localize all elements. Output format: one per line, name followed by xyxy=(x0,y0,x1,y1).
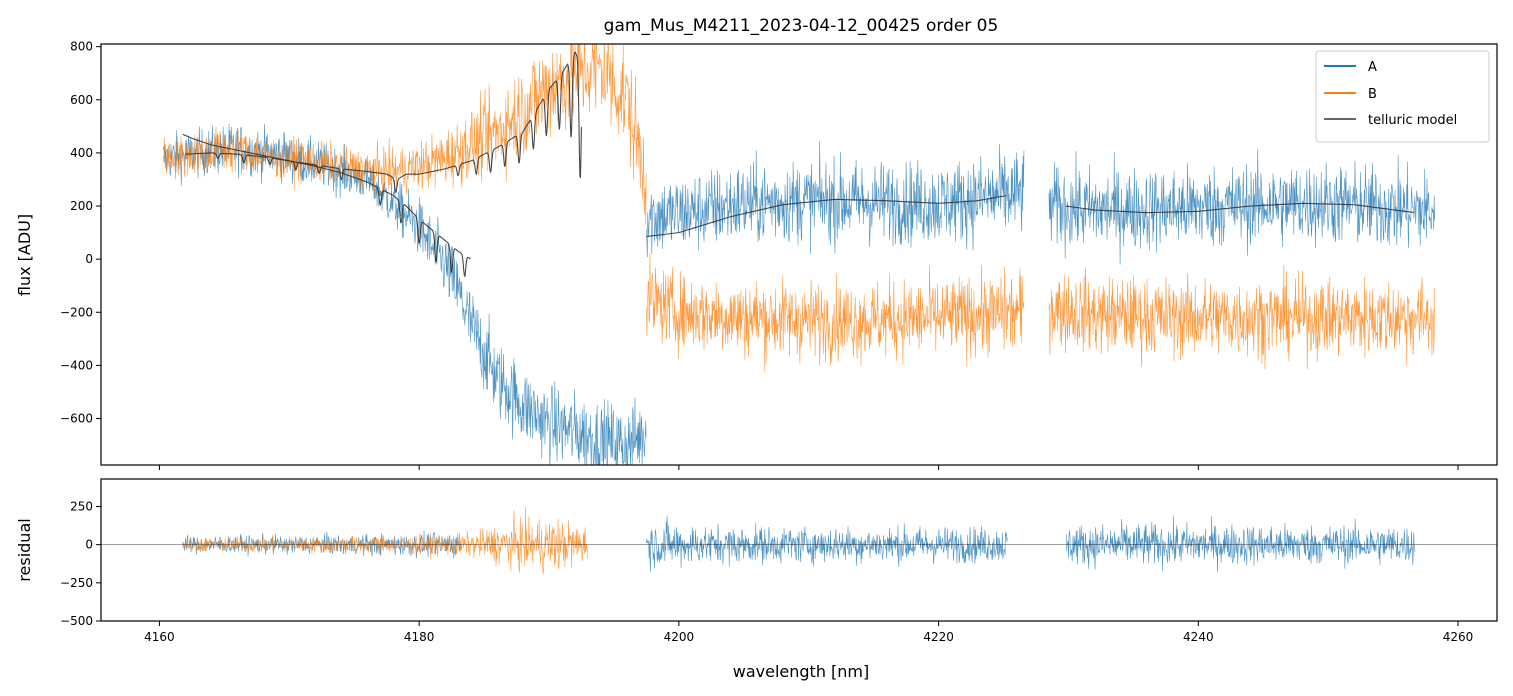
residual-x-tick-label-3: 4220 xyxy=(923,630,954,644)
flux-y-tick-label-2: −200 xyxy=(60,305,93,319)
residual-y-tick-label-1: −250 xyxy=(60,576,93,590)
flux-y-tick-label-5: 400 xyxy=(70,146,93,160)
residual-x-tick-label-2: 4200 xyxy=(664,630,695,644)
flux-series-a-segment-0 xyxy=(163,123,647,465)
legend-box xyxy=(1315,50,1490,143)
legend-entry-a: A xyxy=(1368,60,1377,75)
flux-y-tick-label-1: −400 xyxy=(60,358,93,372)
legend-entry-telluric: telluric model xyxy=(1368,113,1457,128)
residual-series-b-segment-0 xyxy=(182,507,589,575)
legend: A B telluric model xyxy=(1315,50,1490,143)
flux-y-tick-label-3: 0 xyxy=(85,252,93,266)
flux-series-a-segment-1 xyxy=(646,141,1025,258)
flux-y-tick-label-0: −600 xyxy=(60,412,93,426)
residual-y-axis-label: residual xyxy=(15,518,34,581)
residual-x-tick-label-5: 4260 xyxy=(1443,630,1474,644)
flux-y-tick-label-7: 800 xyxy=(70,40,93,54)
residual-x-tick-label-0: 4160 xyxy=(144,630,175,644)
residual-panel: −500 −250 0 250 4160 4180 4200 4220 4240 4260 res… xyxy=(15,478,1498,681)
residual-y-tick-label-2: 0 xyxy=(85,538,93,552)
legend-entry-b: B xyxy=(1368,87,1377,102)
residual-axis-ticks: −500 −250 0 250 4160 4180 4200 4220 4240 4260 xyxy=(60,499,1473,644)
flux-plot-area xyxy=(163,44,1435,465)
flux-axis-ticks: −600 −400 −200 0 200 400 600 800 xyxy=(60,40,1459,470)
flux-y-tick-label-4: 200 xyxy=(70,199,93,213)
flux-series-telluric-model-segment-0 xyxy=(182,133,472,278)
residual-series-a-segment-1 xyxy=(646,515,1008,572)
residual-plot-area xyxy=(101,507,1497,575)
flux-y-tick-label-6: 600 xyxy=(70,93,93,107)
flux-series-telluric-model-segment-2 xyxy=(646,195,1007,238)
residual-axes-frame xyxy=(100,478,1498,622)
residual-y-tick-label-0: −500 xyxy=(60,614,93,628)
flux-series-b-segment-0 xyxy=(163,44,647,225)
flux-series-b-segment-1 xyxy=(646,253,1025,372)
flux-y-axis-label: flux [ADU] xyxy=(15,214,34,296)
chart-title: gam_Mus_M4211_2023-04-12_00425 order 05 xyxy=(604,16,999,36)
flux-series-telluric-model-segment-3 xyxy=(1065,202,1414,214)
flux-series-b-segment-2 xyxy=(1048,264,1435,370)
flux-panel: −600 −400 −200 0 200 400 600 800 flux [ADU] A B… xyxy=(15,40,1498,470)
flux-series-a-segment-2 xyxy=(1048,149,1435,265)
residual-x-tick-label-1: 4180 xyxy=(404,630,435,644)
flux-series-telluric-model-segment-1 xyxy=(185,51,582,194)
residual-x-tick-label-4: 4240 xyxy=(1183,630,1214,644)
residual-y-tick-label-3: 250 xyxy=(70,499,93,513)
flux-axes-frame xyxy=(100,43,1498,466)
x-axis-label: wavelength [nm] xyxy=(733,662,870,681)
